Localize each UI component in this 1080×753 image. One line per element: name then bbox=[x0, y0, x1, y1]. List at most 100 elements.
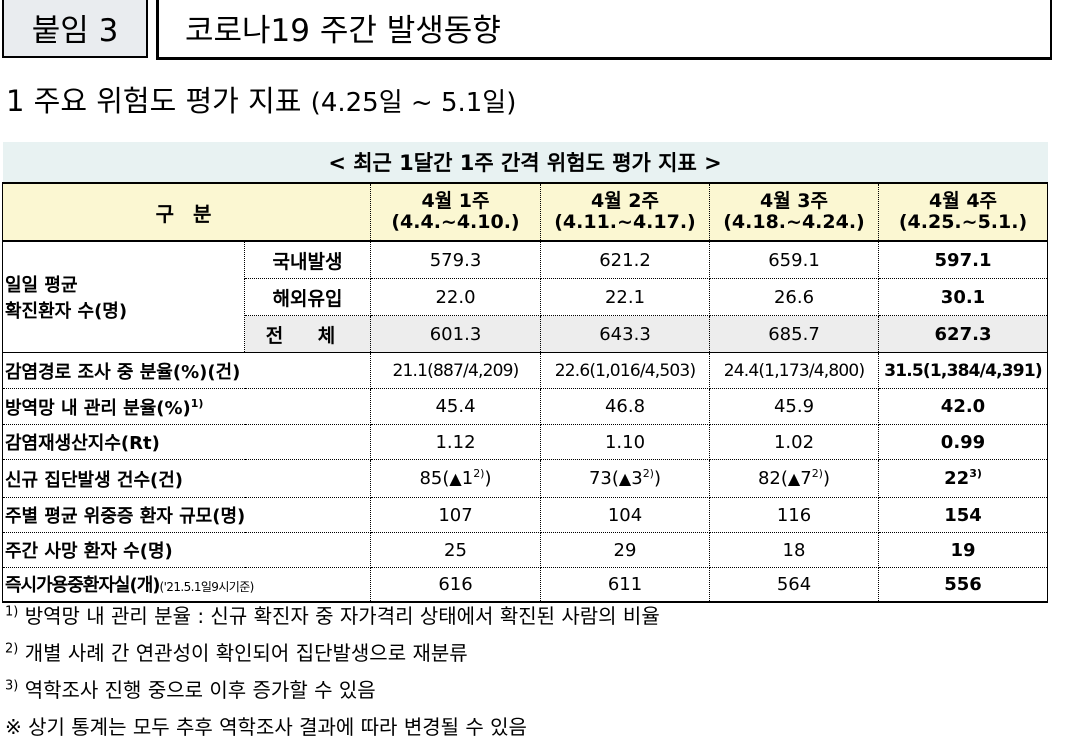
table-cell: 45.4 bbox=[370, 388, 541, 425]
table-header-row: 구 분 4월 1주 (4.4.~4.10.) 4월 2주 (4.11.~4.17.)… bbox=[2, 183, 1049, 242]
daily-label-line2: 확진환자 수(명) bbox=[5, 301, 128, 322]
table-cell: 25 bbox=[370, 532, 541, 568]
table-cell: 21.1(887/4,209) bbox=[370, 352, 541, 389]
week-label: 4월 2주 bbox=[590, 190, 659, 212]
table-cell: 46.8 bbox=[540, 388, 710, 425]
cell-value: 85 bbox=[419, 468, 443, 489]
table-cell: 104 bbox=[540, 497, 710, 533]
table-cell: 45.9 bbox=[709, 388, 879, 425]
table-cell: 1.12 bbox=[370, 424, 541, 460]
row-label-route: 감염경로 조사 중 분율(%)(건) bbox=[2, 352, 371, 389]
week-dates: (4.25.~5.1.) bbox=[898, 211, 1028, 233]
table-row: 방역망 내 관리 분율(%)1) 45.4 46.8 45.9 42.0 bbox=[2, 388, 1049, 425]
cell-value: 22 bbox=[944, 468, 970, 489]
footnote-2: 2) 개별 사례 간 연관성이 확인되어 집단발생으로 재분류 bbox=[5, 635, 660, 672]
week-header-1: 4월 1주 (4.4.~4.10.) bbox=[370, 183, 541, 242]
footnote-ref: 2) bbox=[473, 467, 485, 480]
week-header-3: 4월 3주 (4.18.~4.24.) bbox=[709, 183, 879, 242]
paren: ) bbox=[653, 468, 662, 489]
paren: ) bbox=[484, 468, 492, 489]
increase-triangle-icon: ▲ bbox=[618, 469, 632, 488]
footnote-1: 1) 방역망 내 관리 분율 : 신규 확진자 중 자가격리 상태에서 확진된 … bbox=[5, 598, 660, 635]
table-cell: 82(▲72)) bbox=[709, 459, 879, 498]
cell-value: 82 bbox=[757, 468, 781, 489]
footnote-mark: 2) bbox=[5, 641, 19, 657]
footnote-ref: 1) bbox=[190, 396, 204, 410]
footnote-text: 역학조사 진행 중으로 이후 증가할 수 있음 bbox=[18, 678, 376, 702]
section-period: (4.25일 ~ 5.1일) bbox=[310, 88, 517, 118]
table-cell: 107 bbox=[370, 497, 541, 533]
table-cell: 0.99 bbox=[878, 424, 1049, 460]
table-cell: 597.1 bbox=[878, 241, 1049, 279]
page-title: 코로나19 주간 발생동향 bbox=[156, 0, 1052, 60]
increase-value: 7 bbox=[800, 468, 812, 489]
section-title-text: 1 주요 위험도 평가 지표 bbox=[6, 84, 302, 118]
paren: ( bbox=[442, 468, 450, 489]
week-header-4: 4월 4주 (4.25.~5.1.) bbox=[878, 183, 1049, 242]
table-cell: 18 bbox=[709, 532, 879, 568]
table-cell: 601.3 bbox=[370, 315, 541, 353]
footnote-3: 3) 역학조사 진행 중으로 이후 증가할 수 있음 bbox=[5, 672, 660, 709]
row-label-cluster: 신규 집단발생 건수(건) bbox=[2, 459, 371, 498]
row-label-note: ('21.5.1일9시기준) bbox=[159, 580, 255, 595]
table-cell: 1.10 bbox=[540, 424, 710, 460]
table-cell: 659.1 bbox=[709, 241, 879, 279]
table-cell: 22.1 bbox=[540, 278, 710, 316]
table-caption: < 최근 1달간 1주 간격 위험도 평가 지표 > bbox=[2, 142, 1048, 184]
increase-value: 3 bbox=[631, 468, 643, 489]
increase-triangle-icon: ▲ bbox=[449, 469, 462, 488]
row-label-rt: 감염재생산지수(Rt) bbox=[2, 424, 371, 460]
table-cell: 31.5(1,384/4,391) bbox=[878, 352, 1049, 389]
table-cell: 611 bbox=[540, 567, 710, 603]
table-cell: 579.3 bbox=[370, 241, 541, 279]
table-cell: 19 bbox=[878, 532, 1049, 568]
footnote-mark: 1) bbox=[5, 604, 19, 620]
paren: ( bbox=[611, 468, 619, 489]
table-cell: 116 bbox=[709, 497, 879, 533]
table-row: 주별 평균 위중증 환자 규모(명) 107 104 116 154 bbox=[2, 497, 1049, 533]
week-header-2: 4월 2주 (4.11.~4.17.) bbox=[540, 183, 710, 242]
table-cell: 685.7 bbox=[709, 315, 879, 353]
paren: ) bbox=[822, 468, 831, 489]
attachment-badge: 붙임 3 bbox=[2, 0, 148, 58]
table-row: 전 체 601.3 643.3 685.7 627.3 bbox=[3, 315, 1049, 353]
table-cell: 24.4(1,173/4,800) bbox=[709, 352, 879, 389]
week-label: 4월 4주 bbox=[929, 190, 998, 212]
table-cell: 22.6(1,016/4,503) bbox=[540, 352, 710, 389]
footnote-ref: 2) bbox=[642, 467, 654, 480]
table-row: 주간 사망 환자 수(명) 25 29 18 19 bbox=[2, 532, 1049, 568]
sub-label-total: 전 체 bbox=[244, 315, 371, 353]
week-label: 4월 3주 bbox=[759, 190, 828, 212]
footnote-mark: 3) bbox=[5, 678, 19, 694]
increase-value: 1 bbox=[461, 468, 474, 489]
table-cell: 556 bbox=[878, 567, 1049, 603]
row-label-beds: 즉시가용중환자실(개)('21.5.1일9시기준) bbox=[2, 567, 371, 603]
table-cell: 1.02 bbox=[709, 424, 879, 460]
footnote-ref: 3) bbox=[969, 467, 982, 480]
table-row: 감염재생산지수(Rt) 1.12 1.10 1.02 0.99 bbox=[2, 424, 1049, 460]
sub-label-imported: 해외유입 bbox=[244, 278, 371, 316]
table-cell: 29 bbox=[540, 532, 710, 568]
table-cell: 26.6 bbox=[709, 278, 879, 316]
table-cell: 85(▲12)) bbox=[370, 459, 541, 498]
week-label: 4월 1주 bbox=[421, 190, 490, 212]
footnote-4: ※ 상기 통계는 모두 추후 역학조사 결과에 따라 변경될 수 있음 bbox=[5, 715, 527, 739]
table-row: 신규 집단발생 건수(건) 85(▲12)) 73(▲32)) 82(▲72))… bbox=[2, 459, 1049, 498]
week-dates: (4.11.~4.17.) bbox=[554, 211, 696, 233]
table-cell: 627.3 bbox=[878, 315, 1049, 353]
footnote-text: 방역망 내 관리 분율 : 신규 확진자 중 자가격리 상태에서 확진된 사람의… bbox=[18, 604, 660, 628]
week-dates: (4.18.~4.24.) bbox=[723, 211, 865, 233]
table-row: 일일 평균 확진환자 수(명) 국내발생 579.3 621.2 659.1 5… bbox=[2, 241, 1049, 353]
row-label-text: 방역망 내 관리 분율(%) bbox=[5, 397, 191, 419]
table-cell: 223) bbox=[878, 459, 1049, 498]
column-label: 구 분 bbox=[2, 183, 371, 242]
table-cell: 154 bbox=[878, 497, 1049, 533]
row-label-deaths: 주간 사망 환자 수(명) bbox=[2, 532, 371, 568]
table-cell: 621.2 bbox=[540, 241, 710, 279]
table-cell: 616 bbox=[370, 567, 541, 603]
risk-indicator-table: < 최근 1달간 1주 간격 위험도 평가 지표 > 구 분 4월 1주 (4.4… bbox=[2, 142, 1049, 603]
row-label-managed: 방역망 내 관리 분율(%)1) bbox=[2, 388, 371, 425]
section-title: 1 주요 위험도 평가 지표 (4.25일 ~ 5.1일) bbox=[6, 78, 516, 120]
cell-value: 73 bbox=[588, 468, 612, 489]
daily-average-label: 일일 평균 확진환자 수(명) bbox=[2, 241, 245, 353]
